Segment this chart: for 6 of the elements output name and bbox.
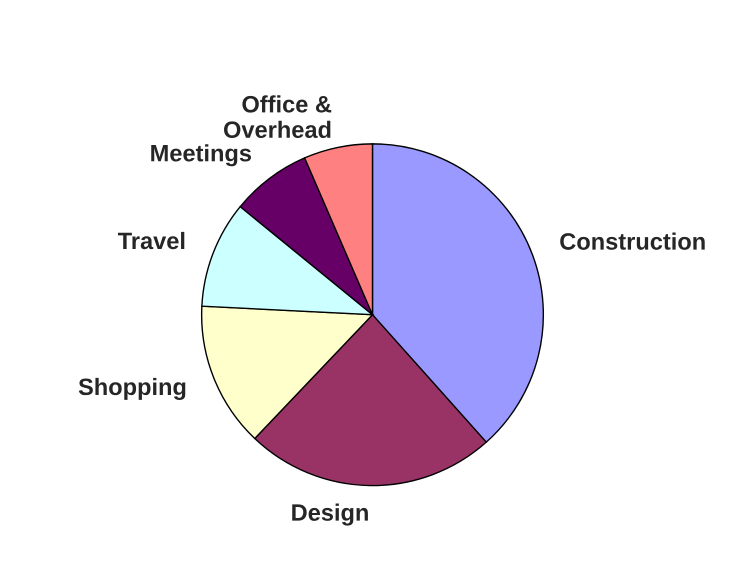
- slice-label: Office & Overhead: [224, 95, 332, 138]
- slice-label: Meetings: [151, 144, 252, 166]
- slice-label: Design: [292, 504, 368, 526]
- slice-label: Travel: [118, 232, 184, 250]
- slice-label: Shopping: [78, 378, 186, 400]
- slice-label: Construction: [560, 232, 705, 250]
